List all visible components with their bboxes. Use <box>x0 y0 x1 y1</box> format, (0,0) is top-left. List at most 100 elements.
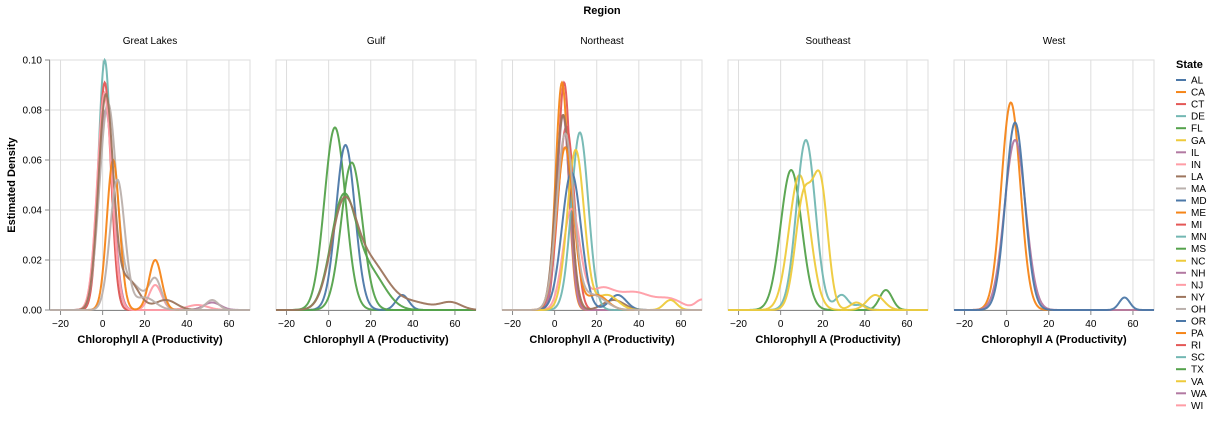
legend-label: OR <box>1191 317 1206 328</box>
x-tick-label: 20 <box>365 319 377 330</box>
density-line-tx <box>276 192 476 311</box>
x-tick-label: 60 <box>223 319 235 330</box>
legend-label: MS <box>1191 244 1206 255</box>
x-tick-label: 0 <box>552 319 558 330</box>
density-line-wa <box>954 139 1154 311</box>
legend-label: MA <box>1191 184 1206 195</box>
x-tick-label: 60 <box>449 319 461 330</box>
density-line-ny <box>502 114 702 311</box>
x-tick-label: 0 <box>1004 319 1010 330</box>
x-tick-label: 20 <box>591 319 603 330</box>
x-tick-label: 60 <box>675 319 687 330</box>
legend-label: OH <box>1191 304 1206 315</box>
y-tick-label: 0.02 <box>23 256 43 267</box>
legend-item: WI <box>1176 401 1203 412</box>
x-tick-label: 0 <box>100 319 106 330</box>
legend-label: IL <box>1191 148 1200 159</box>
density-series-group <box>954 101 1154 311</box>
legend-label: TX <box>1191 365 1204 376</box>
legend-label: MD <box>1191 196 1207 207</box>
x-axis-title: Chlorophyll A (Productivity) <box>755 334 901 346</box>
legend-item: IN <box>1176 160 1201 171</box>
legend-label: CA <box>1191 88 1205 99</box>
density-line-al <box>276 143 476 311</box>
x-tick-label: 60 <box>1127 319 1139 330</box>
legend-label: NJ <box>1191 280 1203 291</box>
legend-label: ME <box>1191 208 1206 219</box>
legend-item: NY <box>1176 292 1205 303</box>
legend-label: IN <box>1191 160 1201 171</box>
y-tick-label: 0.06 <box>23 156 43 167</box>
legend-label: CT <box>1191 100 1204 111</box>
density-line-pa <box>502 146 702 311</box>
legend-item: ME <box>1176 208 1206 219</box>
legend-label: PA <box>1191 329 1204 340</box>
panel-frame <box>727 59 929 311</box>
x-axis-title: Chlorophyll A (Productivity) <box>77 334 223 346</box>
legend-label: GA <box>1191 136 1206 147</box>
x-tick-label: −20 <box>504 319 521 330</box>
legend-item: TX <box>1176 365 1204 376</box>
legend-item: MN <box>1176 232 1207 243</box>
density-series-group <box>502 80 702 311</box>
legend-item: NH <box>1176 268 1205 279</box>
legend-label: LA <box>1191 172 1204 183</box>
x-axis-title: Chlorophyll A (Productivity) <box>303 334 449 346</box>
legend-item: DE <box>1176 112 1205 123</box>
density-line-va <box>502 148 702 311</box>
legend-label: WA <box>1191 389 1207 400</box>
density-series-group <box>728 138 928 311</box>
y-tick-label: 0.10 <box>23 56 43 67</box>
legend-item: SC <box>1176 353 1205 364</box>
x-tick-label: −20 <box>956 319 973 330</box>
legend-item: PA <box>1176 329 1204 340</box>
legend-item: NC <box>1176 256 1205 267</box>
x-tick-label: 40 <box>407 319 419 330</box>
density-line-ma <box>50 178 250 311</box>
legend-label: FL <box>1191 124 1203 135</box>
legend-item: NJ <box>1176 280 1203 291</box>
legend-label: SC <box>1191 353 1205 364</box>
density-line-la <box>276 195 476 311</box>
density-line-ct <box>502 80 702 311</box>
x-tick-label: 20 <box>817 319 829 330</box>
x-tick-label: 40 <box>859 319 871 330</box>
density-series-group <box>276 126 476 311</box>
facet-title: Gulf <box>367 36 386 47</box>
legend-label: RI <box>1191 341 1201 352</box>
density-line-md <box>502 171 702 311</box>
legend-label: NH <box>1191 268 1205 279</box>
x-tick-label: 20 <box>139 319 151 330</box>
legend-item: MD <box>1176 196 1207 207</box>
density-line-ma <box>502 132 702 311</box>
legend-item: MS <box>1176 244 1206 255</box>
x-tick-label: −20 <box>730 319 747 330</box>
density-line-nc <box>728 169 928 311</box>
legend-item: RI <box>1176 341 1201 352</box>
density-line-fl <box>276 126 476 311</box>
y-axis-title: Estimated Density <box>6 136 18 232</box>
legend-item: CA <box>1176 88 1205 99</box>
x-tick-label: −20 <box>52 319 69 330</box>
x-axis-title: Chlorophyll A (Productivity) <box>529 334 675 346</box>
x-axis-title: Chlorophyll A (Productivity) <box>981 334 1127 346</box>
legend-label: WI <box>1191 401 1203 412</box>
legend: State ALCACTDEFLGAILINLAMAMDMEMIMNMSNCNH… <box>1176 59 1207 412</box>
legend-item: OR <box>1176 317 1206 328</box>
facet-title: Northeast <box>580 36 624 47</box>
density-line-de <box>502 131 702 311</box>
legend-item: GA <box>1176 136 1206 147</box>
legend-item: FL <box>1176 124 1203 135</box>
panel-frame <box>953 59 1155 311</box>
legend-item: MI <box>1176 220 1202 231</box>
facet-title: Great Lakes <box>123 36 177 47</box>
legend-title: State <box>1176 59 1203 71</box>
legend-item: LA <box>1176 172 1204 183</box>
legend-label: NY <box>1191 292 1205 303</box>
